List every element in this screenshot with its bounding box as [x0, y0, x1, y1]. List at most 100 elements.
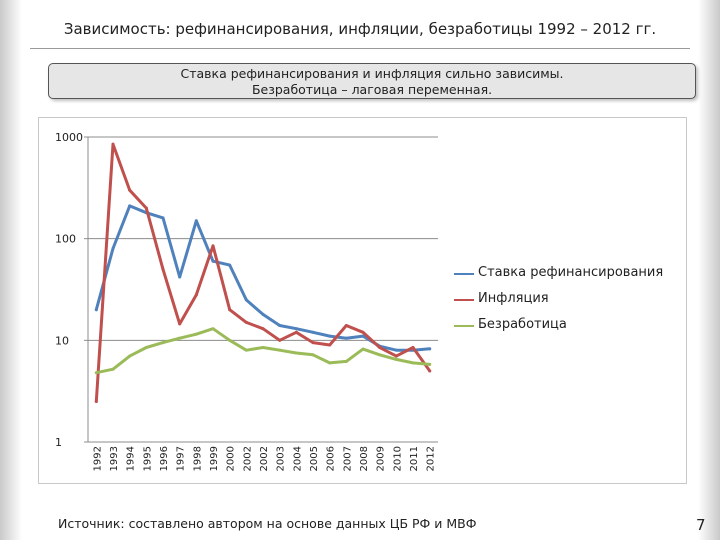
- x-tick-label: 2006: [326, 446, 337, 471]
- data-point: [294, 351, 298, 355]
- legend-item-inflation: Инфляция: [454, 291, 684, 317]
- data-point: [211, 244, 215, 248]
- x-tick-label: 2010: [392, 446, 403, 471]
- data-point: [128, 354, 132, 358]
- legend-swatch-refinancing: [454, 273, 474, 275]
- data-point: [144, 346, 148, 350]
- callout-line-2: Безработица – лаговая переменная.: [251, 82, 493, 97]
- page-number: 7: [696, 516, 706, 534]
- x-tick-label: 1996: [159, 446, 170, 471]
- x-tick-label: 2002: [259, 446, 270, 471]
- data-point: [428, 347, 432, 351]
- data-point: [328, 334, 332, 338]
- y-tick-label: 1: [55, 436, 62, 449]
- data-point: [411, 361, 415, 365]
- y-tick-label: 1000: [55, 131, 83, 144]
- data-point: [261, 327, 265, 331]
- data-point: [194, 293, 198, 297]
- data-point: [211, 327, 215, 331]
- data-point: [128, 188, 132, 192]
- data-point: [344, 336, 348, 340]
- data-point: [294, 330, 298, 334]
- x-tick-label: 2009: [376, 446, 387, 471]
- data-point: [111, 247, 115, 251]
- x-tick-label: 2011: [409, 446, 420, 471]
- data-point: [211, 259, 215, 263]
- x-tick-labels: 1992 1993 1994 1995 1996 1997 1998 1999 2000 2002…: [92, 446, 436, 471]
- legend-item-refinancing: Ставка рефинансирования: [454, 265, 684, 291]
- y-tick-label: 10: [55, 334, 69, 347]
- series-line-1: [94, 142, 432, 403]
- data-point: [228, 308, 232, 312]
- chart-frame: [38, 117, 687, 484]
- x-tick-label: 2003: [276, 446, 287, 471]
- x-tick-label: 1999: [209, 446, 220, 471]
- x-tick-label: 2005: [309, 446, 320, 471]
- data-point: [94, 371, 98, 375]
- x-tick-label: 2004: [292, 446, 303, 471]
- data-point: [178, 275, 182, 279]
- data-point: [394, 357, 398, 361]
- data-point: [278, 348, 282, 352]
- legend-swatch-inflation: [454, 299, 474, 301]
- data-point: [111, 142, 115, 146]
- data-point: [411, 346, 415, 350]
- data-point: [344, 323, 348, 327]
- x-tick-label: 2012: [426, 446, 437, 471]
- data-point: [361, 334, 365, 338]
- callout-line-1: Ставка рефинансирования и инфляция сильн…: [180, 66, 564, 81]
- data-point: [194, 332, 198, 336]
- series-lines: [94, 142, 432, 404]
- x-tick-label: 2007: [342, 446, 353, 471]
- legend-label-unemployment: Безработица: [478, 317, 567, 332]
- data-point: [311, 341, 315, 345]
- data-point: [178, 336, 182, 340]
- data-point: [328, 343, 332, 347]
- grid-lines: [88, 136, 438, 341]
- y-tick-labels: 1 10 100 1000: [55, 131, 83, 449]
- x-tick-label: 1994: [126, 446, 137, 471]
- x-tick-label: 1993: [109, 446, 120, 471]
- data-point: [378, 346, 382, 350]
- legend-label-refinancing: Ставка рефинансирования: [478, 265, 664, 280]
- data-point: [278, 323, 282, 327]
- data-point: [361, 330, 365, 334]
- data-point: [161, 216, 165, 220]
- data-point: [311, 330, 315, 334]
- data-point: [344, 359, 348, 363]
- data-point: [311, 353, 315, 357]
- data-point: [161, 341, 165, 345]
- data-point: [194, 219, 198, 223]
- data-point: [394, 354, 398, 358]
- legend-item-unemployment: Безработица: [454, 317, 684, 343]
- data-point: [261, 346, 265, 350]
- legend-swatch-unemployment: [454, 325, 474, 327]
- data-point: [294, 327, 298, 331]
- slide-title: Зависимость: рефинансирования, инфляции,…: [63, 20, 657, 38]
- x-tick-label: 1992: [92, 446, 103, 471]
- callout-box: Ставка рефинансирования и инфляция сильн…: [48, 63, 696, 99]
- data-point: [94, 400, 98, 404]
- series-line-2: [94, 327, 432, 375]
- data-point: [394, 348, 398, 352]
- data-point: [228, 263, 232, 267]
- data-point: [128, 204, 132, 208]
- data-point: [244, 298, 248, 302]
- data-point: [278, 338, 282, 342]
- x-tick-label: 1998: [192, 446, 203, 471]
- x-tick-label: 1997: [176, 446, 187, 471]
- data-point: [428, 369, 432, 373]
- data-point: [178, 322, 182, 326]
- data-point: [361, 347, 365, 351]
- axes: [84, 136, 438, 443]
- data-point: [428, 362, 432, 366]
- x-tick-label: 1995: [142, 446, 153, 471]
- data-point: [228, 338, 232, 342]
- chart-legend: Ставка рефинансирования Инфляция Безрабо…: [454, 265, 684, 343]
- y-tick-label: 100: [55, 233, 76, 246]
- data-point: [161, 267, 165, 271]
- data-point: [94, 308, 98, 312]
- source-note: Источник: составлено автором на основе д…: [58, 516, 477, 531]
- data-point: [244, 320, 248, 324]
